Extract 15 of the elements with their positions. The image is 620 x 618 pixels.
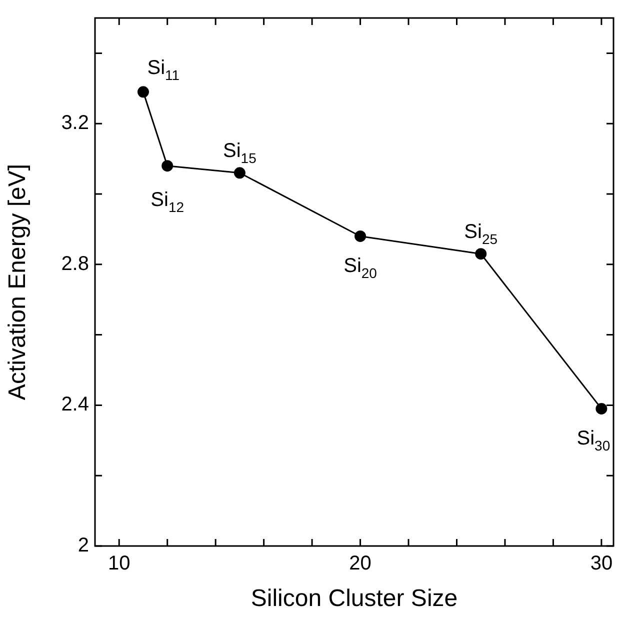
- y-tick-label: 2.4: [61, 394, 89, 416]
- y-axis-title: Activation Energy [eV]: [4, 164, 32, 400]
- point: [162, 160, 174, 172]
- x-axis-title: Silicon Cluster Size: [250, 585, 458, 612]
- point: [475, 248, 487, 260]
- point: [234, 167, 246, 179]
- x-tick-label: 10: [108, 552, 130, 575]
- y-tick-label: 3.2: [61, 112, 89, 134]
- x-tick-label: 20: [349, 552, 372, 575]
- point: [596, 402, 608, 414]
- x-tick-label: 30: [590, 552, 613, 575]
- y-tick-label: 2.8: [61, 252, 89, 275]
- point: [354, 230, 366, 242]
- point: [137, 86, 149, 98]
- y-tick-label: 2: [78, 534, 89, 557]
